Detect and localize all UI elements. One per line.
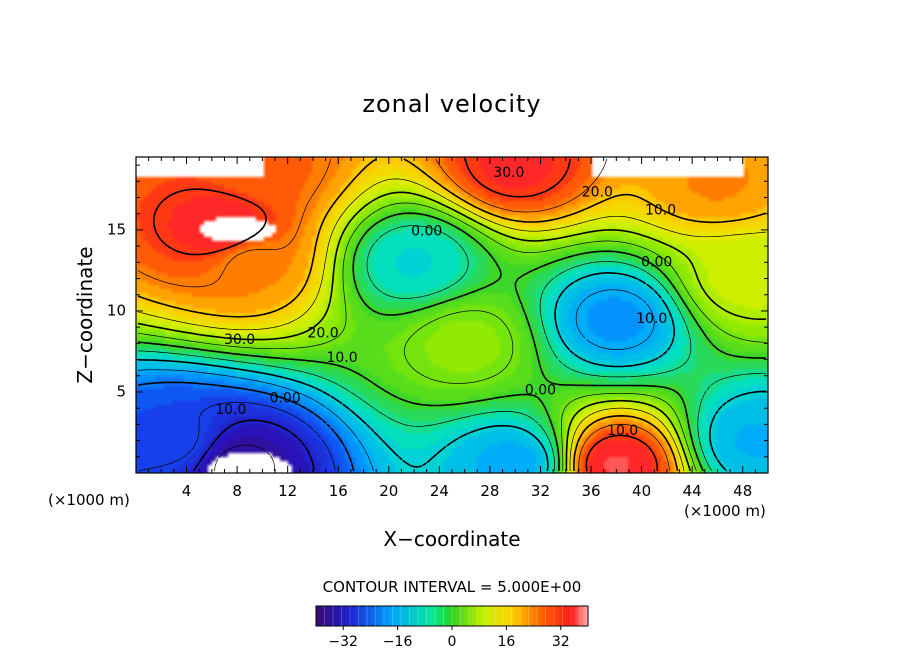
contour-level-neg5 xyxy=(137,225,766,472)
contour-label: 10.0 xyxy=(645,202,676,218)
x-tick-label: 16 xyxy=(329,482,348,500)
contour-level-5 xyxy=(137,202,767,472)
x-tick-label: 12 xyxy=(278,482,297,500)
contour-level-neg35 xyxy=(214,444,275,472)
x-unit-right: (×1000 m) xyxy=(684,502,766,520)
x-tick-label: 28 xyxy=(480,482,499,500)
x-tick-label: 24 xyxy=(430,482,449,500)
contour-label: 20.0 xyxy=(582,185,613,201)
x-tick-label: 32 xyxy=(531,482,550,500)
contour-label: 30.0 xyxy=(493,165,524,181)
contour-label: 10.0 xyxy=(636,311,667,327)
contour-level-neg30 xyxy=(192,419,315,472)
colorbar: −32 −16 0 16 32 xyxy=(315,605,589,650)
colorbar-tick-label: −16 xyxy=(383,634,413,650)
x-tick-label: 4 xyxy=(182,482,192,500)
contour-level-neg10 xyxy=(137,272,767,472)
contour-level-neg25 xyxy=(138,402,336,472)
contour-label: 0.00 xyxy=(641,254,672,270)
contour-label: 10.0 xyxy=(326,350,357,366)
contour-interval-label: CONTOUR INTERVAL = 5.000E+00 xyxy=(323,578,582,596)
contour-level-15 xyxy=(137,178,767,472)
x-tick-label: 8 xyxy=(232,482,242,500)
contour-labels: 30.0 20.0 10.0 0.00 0.00 10.0 30.0 20.0 10.0 0.00… xyxy=(215,165,676,439)
chart-title: zonal velocity xyxy=(362,90,541,118)
x-unit-left: (×1000 m) xyxy=(48,491,130,509)
x-tick-label: 36 xyxy=(581,482,600,500)
plot-area: 30.0 20.0 10.0 0.00 0.00 10.0 30.0 20.0 10.0 0.00… xyxy=(135,156,769,474)
contour-level-neg15 xyxy=(137,289,655,472)
contour-lines xyxy=(137,158,767,472)
y-axis-label: Z−coordinate xyxy=(73,246,97,383)
x-tick-label: 48 xyxy=(733,482,752,500)
x-axis-label: X−coordinate xyxy=(383,527,520,551)
x-tick-label: 44 xyxy=(683,482,702,500)
colorbar-tick-label: 16 xyxy=(497,634,515,650)
contour-label: 30.0 xyxy=(224,332,255,348)
contour-level-0 xyxy=(137,212,767,472)
contour-label: 0.00 xyxy=(270,390,301,406)
y-tick-label: 5 xyxy=(116,382,126,400)
contour-level-10 xyxy=(137,191,767,472)
y-axis-ticks: 5 10 15 xyxy=(107,164,768,458)
contour-level-20 xyxy=(137,158,767,472)
x-axis-ticks: 4 8 12 16 20 24 28 32 36 40 44 48 xyxy=(148,157,756,500)
y-tick-label: 15 xyxy=(107,220,126,238)
contour-label: 10.0 xyxy=(607,423,638,439)
contour-label: 10.0 xyxy=(215,402,246,418)
contour-label: 0.00 xyxy=(525,382,556,398)
contour-level-25 xyxy=(137,158,670,472)
x-tick-label: 40 xyxy=(632,482,651,500)
colorbar-divisions xyxy=(324,606,580,626)
contour-level-30 xyxy=(153,158,659,472)
x-tick-label: 20 xyxy=(379,482,398,500)
colorbar-tick-label: 0 xyxy=(448,634,457,650)
contour-label: 20.0 xyxy=(307,326,338,342)
contour-label: 0.00 xyxy=(411,224,442,240)
colorbar-tick-label: −32 xyxy=(328,634,358,650)
colorbar-tick-label: 32 xyxy=(552,634,570,650)
colorbar-ticks: −32 −16 0 16 32 xyxy=(328,626,570,650)
y-tick-label: 10 xyxy=(107,301,126,319)
contour-level-neg20 xyxy=(137,381,355,472)
